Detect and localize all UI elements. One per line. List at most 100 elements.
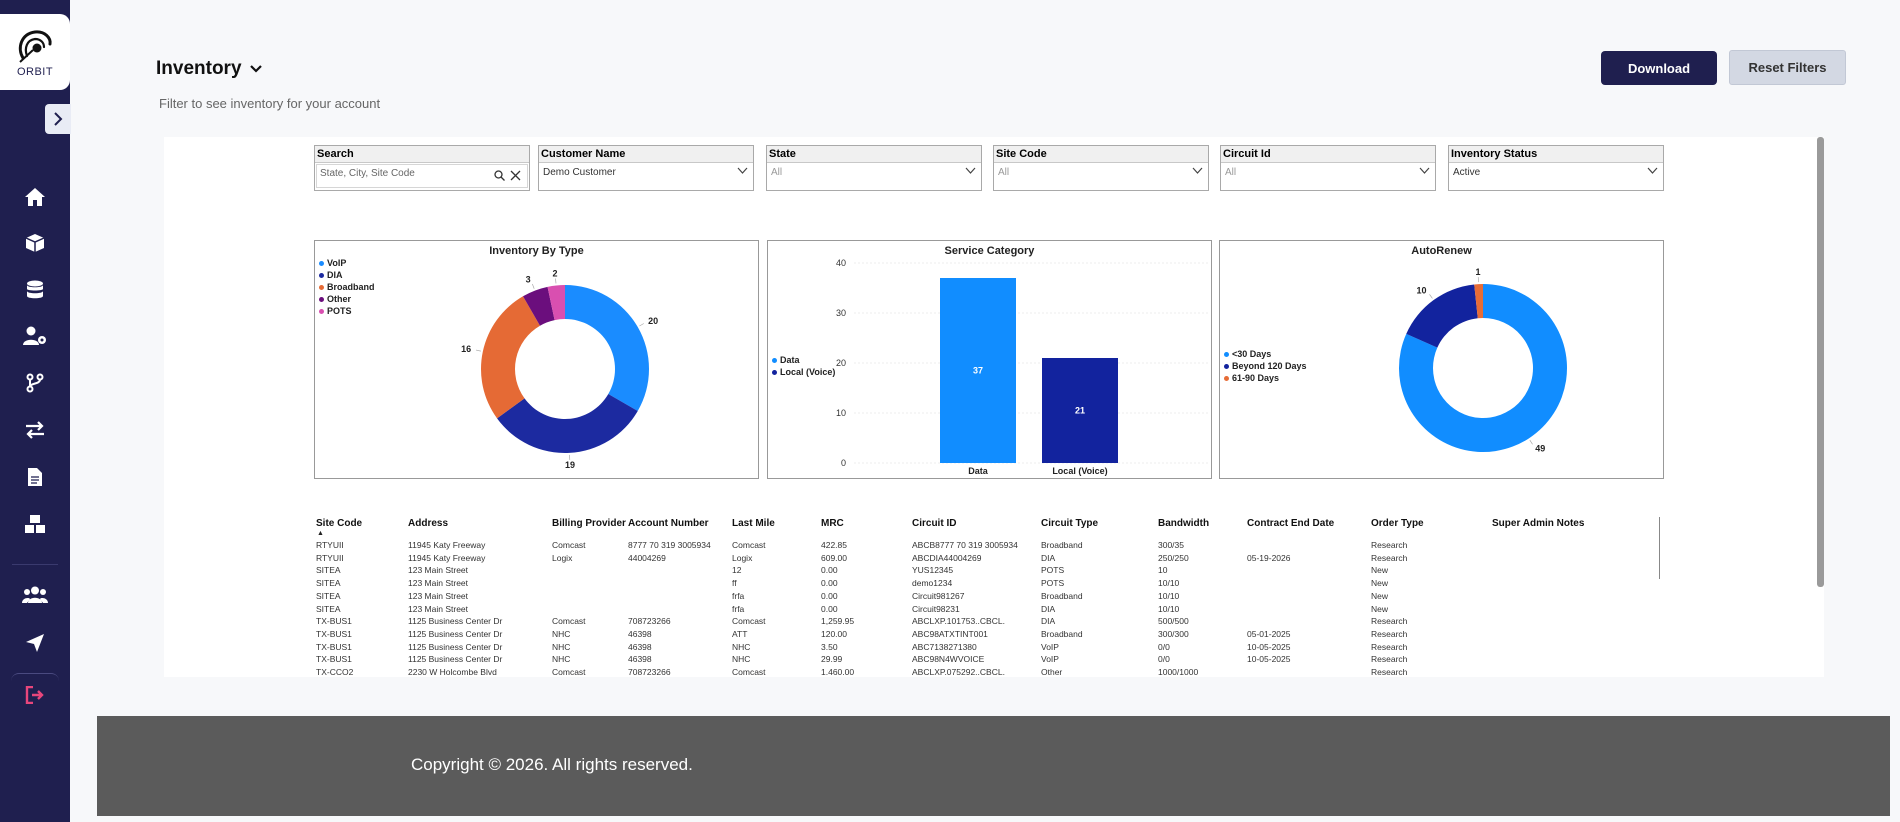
sidebar-item-users[interactable] xyxy=(20,580,50,610)
sort-ascending-icon[interactable]: ▲ xyxy=(317,530,324,537)
clear-icon[interactable] xyxy=(510,170,521,181)
sidebar-item-user-settings[interactable] xyxy=(20,321,50,351)
table-row[interactable]: SITEA 123 Main Street ff 0.00 demo1234 POTS 10… xyxy=(314,578,1664,591)
table-cell: 422.85 xyxy=(821,540,847,550)
page-title[interactable]: Inventory xyxy=(156,58,262,80)
download-button[interactable]: Download xyxy=(1601,51,1717,85)
table-cell: Research xyxy=(1371,641,1408,652)
donut-slice[interactable] xyxy=(497,394,638,453)
sidebar-item-transfer[interactable] xyxy=(20,415,50,445)
legend-item[interactable]: Beyond 120 Days xyxy=(1224,360,1307,372)
table-row[interactable]: RTYUII 11945 Katy Freeway Logix 44004269 Log… xyxy=(314,553,1664,566)
chevron-down-icon[interactable] xyxy=(1419,166,1430,177)
table-row[interactable]: TX-BUS1 1125 Business Center Dr NHC 46398 AT… xyxy=(314,629,1664,642)
column-header[interactable]: Circuit Type xyxy=(1041,518,1099,529)
column-header[interactable]: MRC xyxy=(821,518,844,529)
leader-line xyxy=(1529,439,1533,445)
donut-chart[interactable]: 20 19 16 3 2 xyxy=(315,241,760,480)
report-scrollbar[interactable] xyxy=(1817,137,1824,587)
filter-inventory-status[interactable]: Inventory Status Active xyxy=(1448,145,1664,191)
chevron-down-icon[interactable] xyxy=(965,166,976,177)
reset-filters-button[interactable]: Reset Filters xyxy=(1729,50,1846,85)
donut-slice[interactable] xyxy=(1399,284,1567,452)
table-cell: TX-BUS1 xyxy=(316,616,352,627)
legend-item[interactable]: <30 Days xyxy=(1224,348,1307,360)
sidebar-item-home[interactable] xyxy=(20,182,50,212)
filter-state[interactable]: State All xyxy=(766,145,982,191)
logo[interactable]: ORBIT xyxy=(0,14,70,90)
table-row[interactable]: SITEA 123 Main Street 12 0.00 YUS12345 POTS 10… xyxy=(314,565,1664,578)
legend-item[interactable]: Broadband xyxy=(319,281,375,293)
filter-circuit-id[interactable]: Circuit Id All xyxy=(1220,145,1436,191)
column-header[interactable]: Last Mile xyxy=(732,518,775,529)
leader-line xyxy=(532,283,535,289)
legend-item[interactable]: POTS xyxy=(319,305,375,317)
filter-site-code[interactable]: Site Code All xyxy=(993,145,1209,191)
donut-chart[interactable]: 49 10 1 xyxy=(1220,241,1665,480)
chart-legend: <30 Days Beyond 120 Days 61-90 Days xyxy=(1224,348,1307,384)
donut-slice[interactable] xyxy=(1406,284,1478,348)
sidebar-item-documents[interactable] xyxy=(20,462,50,492)
legend-item[interactable]: Data xyxy=(772,354,835,366)
table-cell: 0.00 xyxy=(821,603,838,614)
table-row[interactable]: TX-CCO2 2230 W Holcombe Blvd Comcast 708723… xyxy=(314,667,1664,675)
table-row[interactable]: RTYUII 11945 Katy Freeway Comcast 8777 70 3… xyxy=(314,540,1664,553)
column-header[interactable]: Contract End Date xyxy=(1247,518,1335,529)
column-header[interactable]: Address xyxy=(408,518,449,529)
table-row[interactable]: TX-BUS1 1125 Business Center Dr NHC 46398 NH… xyxy=(314,642,1664,655)
legend-item[interactable]: VoIP xyxy=(319,257,375,269)
chart-inventory-by-type[interactable]: Inventory By Type VoIP DIA Broadband Other P… xyxy=(314,240,759,479)
filter-customer-name[interactable]: Customer Name Demo Customer xyxy=(538,145,754,191)
sidebar-item-database[interactable] xyxy=(20,275,50,305)
column-header[interactable]: Order Type xyxy=(1371,518,1424,529)
filter-search: Search xyxy=(314,145,530,191)
table-cell: POTS xyxy=(1041,565,1065,576)
sidebar-toggle-button[interactable] xyxy=(45,104,71,134)
sidebar-item-inventory[interactable] xyxy=(20,228,50,258)
chevron-down-icon[interactable] xyxy=(1647,166,1658,177)
table-row[interactable]: TX-BUS1 1125 Business Center Dr NHC 46398 NH… xyxy=(314,654,1664,667)
sidebar-item-logout[interactable] xyxy=(11,673,59,715)
table-row[interactable]: SITEA 123 Main Street frfa 0.00 Circuit98126… xyxy=(314,591,1664,604)
legend-item[interactable]: Local (Voice) xyxy=(772,366,835,378)
donut-slice[interactable] xyxy=(565,285,649,411)
table-scrollbar[interactable] xyxy=(1659,517,1660,579)
column-header[interactable]: Site Code xyxy=(316,518,363,529)
bar[interactable] xyxy=(1042,358,1118,463)
column-header[interactable]: Circuit ID xyxy=(912,518,957,529)
legend-item[interactable]: Other xyxy=(319,293,375,305)
sidebar-item-send[interactable] xyxy=(20,628,50,658)
donut-slice[interactable] xyxy=(481,296,540,419)
data-label: 16 xyxy=(461,344,471,354)
search-input[interactable] xyxy=(320,168,490,179)
column-header[interactable]: Billing Provider xyxy=(552,518,626,529)
table-cell: SITEA xyxy=(316,603,341,614)
chart-service-category[interactable]: Service Category Data Local (Voice) 0 10 20… xyxy=(767,240,1212,479)
column-header[interactable]: Bandwidth xyxy=(1158,518,1210,529)
bar[interactable] xyxy=(940,278,1016,463)
logo-text: ORBIT xyxy=(16,66,54,78)
table-cell: ABCDIA44004269 xyxy=(912,552,982,563)
sidebar-item-branch[interactable] xyxy=(20,368,50,398)
filter-inventory-status-label: Inventory Status xyxy=(1449,146,1663,163)
chart-autorenew[interactable]: AutoRenew <30 Days Beyond 120 Days 61-90 D… xyxy=(1219,240,1664,479)
table-row[interactable]: SITEA 123 Main Street frfa 0.00 Circuit98231… xyxy=(314,604,1664,617)
column-header[interactable]: Super Admin Notes xyxy=(1492,518,1585,529)
donut-slice[interactable] xyxy=(1474,284,1483,319)
legend-item[interactable]: DIA xyxy=(319,269,375,281)
legend-dot xyxy=(319,284,324,290)
table-cell: New xyxy=(1371,565,1389,576)
sidebar-item-boxes[interactable] xyxy=(20,509,50,539)
table-cell: Broadband xyxy=(1041,590,1083,601)
donut-slice[interactable] xyxy=(547,285,565,321)
search-icon[interactable] xyxy=(494,170,505,181)
table-row[interactable]: TX-BUS1 1125 Business Center Dr Comcast 708… xyxy=(314,616,1664,629)
column-header[interactable]: Account Number xyxy=(628,518,709,529)
table-cell: 12 xyxy=(732,565,742,576)
donut-slice[interactable] xyxy=(523,286,555,326)
chevron-down-icon[interactable] xyxy=(1192,166,1203,177)
bar-chart[interactable]: 0 10 20 30 40 37 Data 21 Local (Voice) xyxy=(768,241,1213,480)
chevron-down-icon[interactable] xyxy=(737,166,748,177)
table-cell: DIA xyxy=(1041,616,1056,627)
legend-item[interactable]: 61-90 Days xyxy=(1224,372,1307,384)
